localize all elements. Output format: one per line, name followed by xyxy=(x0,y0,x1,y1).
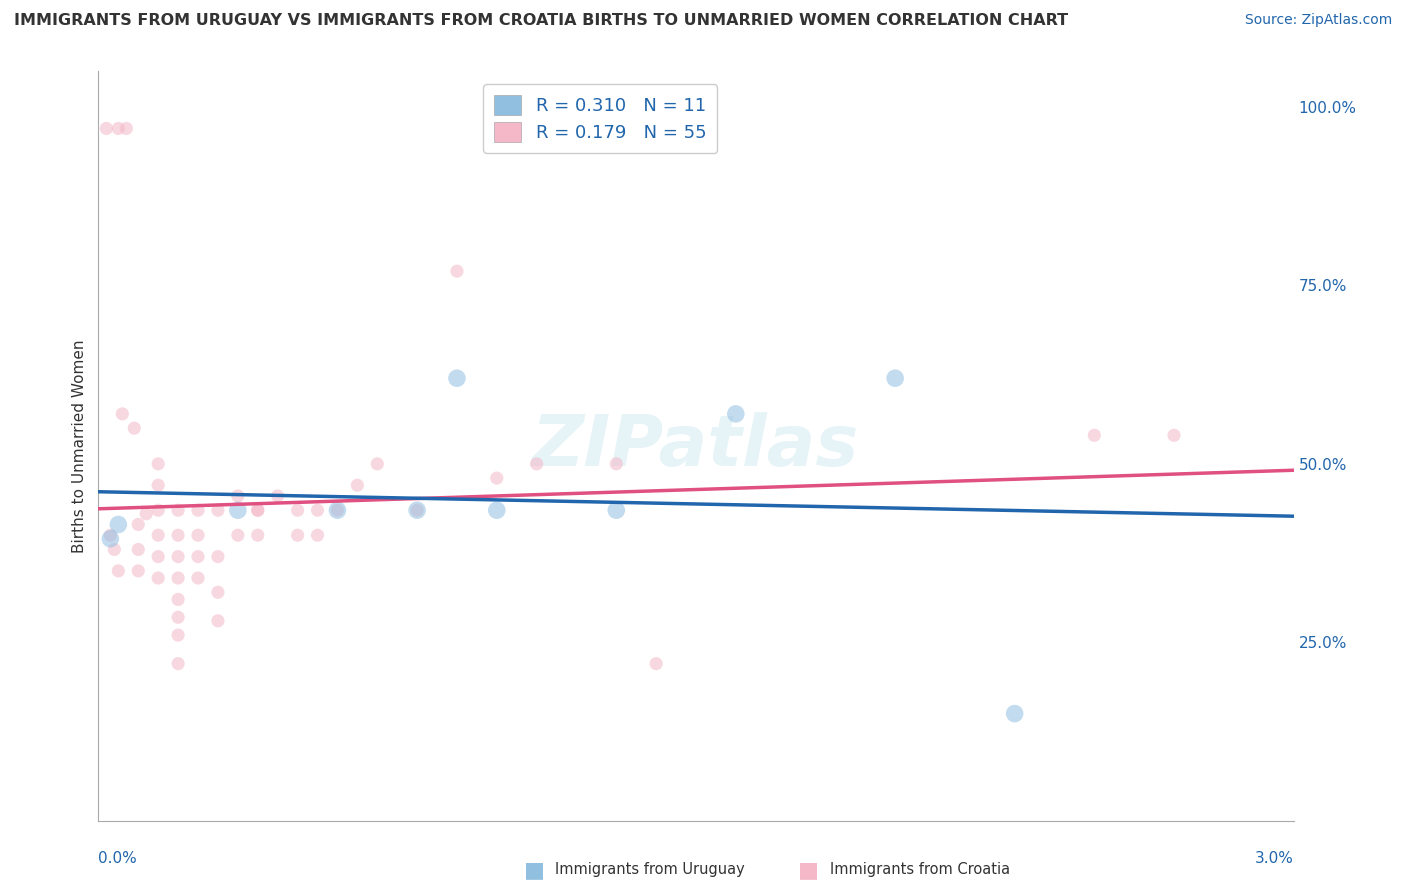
Point xyxy=(207,549,229,564)
Point xyxy=(326,503,349,517)
Point xyxy=(167,528,190,542)
Point xyxy=(526,457,548,471)
Point xyxy=(446,371,468,385)
Point xyxy=(207,585,229,599)
Point xyxy=(246,528,269,542)
Point xyxy=(107,517,129,532)
Point xyxy=(115,121,138,136)
Point xyxy=(111,407,134,421)
Point xyxy=(107,121,129,136)
Point xyxy=(167,549,190,564)
Point xyxy=(326,503,349,517)
Point xyxy=(1004,706,1026,721)
Point xyxy=(645,657,668,671)
Text: Source: ZipAtlas.com: Source: ZipAtlas.com xyxy=(1244,13,1392,28)
Point xyxy=(406,503,429,517)
Point xyxy=(98,528,122,542)
Point xyxy=(148,503,170,517)
Point xyxy=(187,571,209,585)
Point xyxy=(246,503,269,517)
Point xyxy=(485,471,508,485)
Point xyxy=(107,564,129,578)
Point xyxy=(446,264,468,278)
Point xyxy=(167,571,190,585)
Point xyxy=(884,371,907,385)
Point xyxy=(127,564,149,578)
Point xyxy=(406,503,429,517)
Point xyxy=(187,503,209,517)
Point xyxy=(187,549,209,564)
Point xyxy=(724,407,747,421)
Point xyxy=(167,592,190,607)
Point xyxy=(287,503,309,517)
Point xyxy=(287,528,309,542)
Point xyxy=(135,507,157,521)
Text: ■: ■ xyxy=(799,860,818,880)
Point xyxy=(605,503,627,517)
Point xyxy=(485,503,508,517)
Text: Immigrants from Uruguay: Immigrants from Uruguay xyxy=(555,863,745,877)
Point xyxy=(167,657,190,671)
Text: ZIPatlas: ZIPatlas xyxy=(533,411,859,481)
Text: 0.0%: 0.0% xyxy=(98,851,138,865)
Point xyxy=(167,503,190,517)
Point xyxy=(124,421,146,435)
Point xyxy=(1163,428,1185,442)
Point xyxy=(307,528,329,542)
Point xyxy=(167,610,190,624)
Point xyxy=(226,489,249,503)
Point xyxy=(226,528,249,542)
Point xyxy=(148,571,170,585)
Point xyxy=(98,532,122,546)
Point xyxy=(346,478,368,492)
Point xyxy=(187,528,209,542)
Point xyxy=(226,503,249,517)
Point xyxy=(148,549,170,564)
Legend: R = 0.310   N = 11, R = 0.179   N = 55: R = 0.310 N = 11, R = 0.179 N = 55 xyxy=(484,84,717,153)
Point xyxy=(207,503,229,517)
Text: 3.0%: 3.0% xyxy=(1254,851,1294,865)
Point xyxy=(148,478,170,492)
Text: IMMIGRANTS FROM URUGUAY VS IMMIGRANTS FROM CROATIA BIRTHS TO UNMARRIED WOMEN COR: IMMIGRANTS FROM URUGUAY VS IMMIGRANTS FR… xyxy=(14,13,1069,29)
Point xyxy=(148,457,170,471)
Y-axis label: Births to Unmarried Women: Births to Unmarried Women xyxy=(72,339,87,553)
Point xyxy=(127,542,149,557)
Point xyxy=(1083,428,1105,442)
Text: ■: ■ xyxy=(524,860,544,880)
Point xyxy=(246,503,269,517)
Point xyxy=(307,503,329,517)
Point xyxy=(148,528,170,542)
Point xyxy=(167,628,190,642)
Point xyxy=(96,121,118,136)
Point xyxy=(207,614,229,628)
Point xyxy=(366,457,388,471)
Point xyxy=(103,542,125,557)
Point xyxy=(605,457,627,471)
Point xyxy=(127,517,149,532)
Point xyxy=(267,489,290,503)
Text: Immigrants from Croatia: Immigrants from Croatia xyxy=(830,863,1010,877)
